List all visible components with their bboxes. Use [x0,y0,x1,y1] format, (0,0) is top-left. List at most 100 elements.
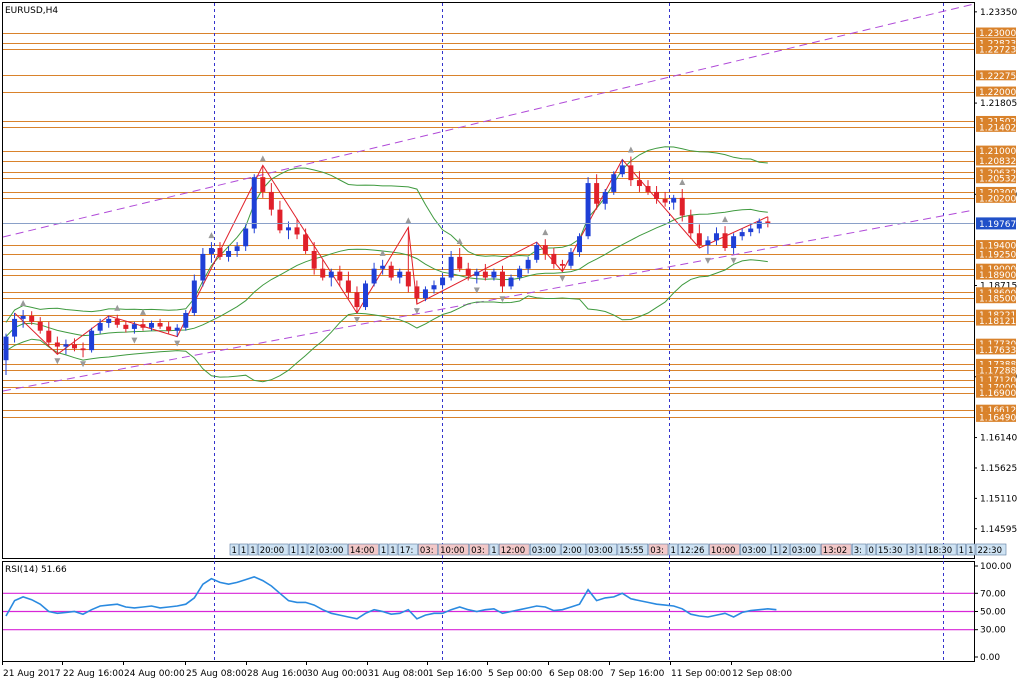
event-tag-box [239,543,249,556]
candle-body [551,253,557,264]
fractal-down-marker [704,257,711,264]
candle-body [525,259,531,269]
candle-body [568,252,574,266]
candle-body [559,263,565,266]
event-tag-box [529,543,561,556]
event-tag-box [876,543,907,556]
candle-body [534,245,540,260]
event-tag-label: 0 [869,546,874,556]
trend-channel [2,3,975,392]
candle-body [63,344,69,347]
level-price-tag [976,86,1016,97]
candle-body [217,248,223,257]
candle-body [628,165,634,181]
event-tag-label: 03:00 [792,546,817,556]
candle-body [251,177,257,229]
event-tag-box [678,543,709,556]
level-price-tag [976,309,1016,320]
candle-body [183,312,189,328]
candle-body [397,271,403,278]
event-tag-label: 1 [300,546,305,556]
candle-body [491,271,497,278]
time-tick-label: 7 Sep 16:00 [610,669,665,679]
level-price-tag [976,121,1016,132]
event-tag-label: 14:00 [350,546,375,556]
candle-body [688,215,694,234]
level-price-label: 1.21402 [979,123,1016,133]
candle-body [431,285,437,290]
level-price-label: 1.22723 [979,45,1016,55]
event-tag-label: 03: [471,546,485,556]
candle-body [71,344,77,349]
level-price-tag [976,411,1016,422]
event-tag-label: 3: [854,546,862,556]
candle-body [765,221,771,224]
rsi-line [5,576,777,620]
bollinger-bands [5,146,768,383]
event-tag-label: 12:00 [501,546,526,556]
candle-body [722,233,728,249]
event-tag-box [307,543,317,556]
candle-body [440,277,446,286]
event-tag-label: 03:00 [742,546,767,556]
event-tag-box [866,543,876,556]
event-tag-box [248,543,258,556]
event-tag-label: 20:00 [260,546,285,556]
candle-body [405,271,411,287]
event-tag-box [469,543,490,556]
event-tag-label: 15:30 [878,546,903,556]
fractal-down-marker [174,340,181,347]
fractal-down-marker [730,257,737,264]
event-tag-label: 13:02 [823,546,848,556]
time-tick-label: 24 Aug 00:00 [124,669,185,679]
event-tag-label: 03:00 [532,546,557,556]
candle-body [277,209,283,231]
symbol-title: EURUSD,H4 [5,6,58,16]
price-tick-label: 1.23350 [980,8,1017,18]
price-tick-label: 1.15625 [980,464,1017,474]
candle-body [3,336,9,361]
candle-body [739,232,745,237]
event-tag-box [498,543,530,556]
candle-body [294,227,300,235]
event-tag-label: 17: [400,546,414,556]
candle-body [131,324,137,329]
fractal-down-marker [80,361,87,368]
event-tag-box [298,543,308,556]
candle-body [388,265,394,278]
level-price-tag [976,315,1016,326]
candle-body [140,324,146,328]
level-price-label: 1.17120 [979,376,1016,386]
event-tag-label: 3 [909,546,914,556]
candle-body [80,348,86,351]
rsi-tick-label: 70.00 [980,589,1006,599]
fractal-up-marker [722,216,729,223]
candle-body [602,191,608,204]
level-price-label: 1.23000 [979,29,1016,39]
event-tag-box [617,543,649,556]
price-tick-label: 1.18715 [980,282,1017,292]
event-tag-box [586,543,618,556]
rsi-indicator: 100.00 70.00 50.00 30.00 0.00 [3,562,1012,663]
event-tags[interactable]: 1 1 1 20:00 1 1 2 03:00 14:00 1 1 17: 03: 10:00 03: 1 12… [229,543,1007,556]
event-tag-box [257,543,289,556]
candle-body [619,165,625,175]
candle-body [465,268,471,276]
level-price-label: 1.18121 [979,317,1016,327]
candle-body [320,268,326,278]
event-tag-box [709,543,740,556]
event-tag-box [438,543,469,556]
candle-body [731,236,737,249]
fractal-up-marker [456,238,463,245]
level-price-label: 1.16900 [979,389,1016,399]
price-panel-frame [2,2,975,559]
candle-body [585,183,591,237]
candle-body [54,342,60,347]
current-price-tag [976,217,1016,230]
price-tick-label: 1.16140 [980,434,1017,444]
candle-body [226,250,232,257]
level-price-label: 1.22000 [979,88,1016,98]
level-price-tag [976,186,1016,197]
candle-body [354,292,360,308]
event-tag-label: 1 [918,546,923,556]
